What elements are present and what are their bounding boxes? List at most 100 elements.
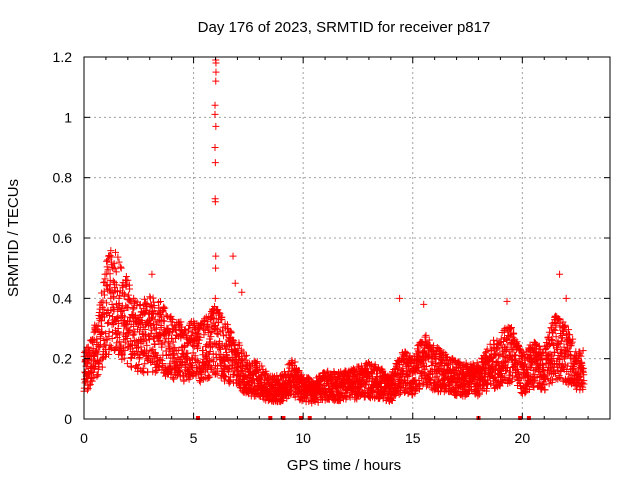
data-point	[525, 386, 533, 394]
data-point	[212, 77, 220, 85]
data-point	[103, 299, 111, 307]
data-point	[507, 368, 515, 376]
data-point	[295, 367, 303, 375]
data-point	[103, 336, 111, 344]
data-point	[103, 257, 111, 265]
data-point	[453, 392, 461, 400]
data-point	[362, 381, 370, 389]
x-tick-label: 10	[295, 430, 311, 446]
data-point	[178, 323, 186, 331]
data-point	[193, 356, 201, 364]
data-point	[253, 358, 261, 366]
data-point	[106, 341, 114, 349]
data-point	[512, 351, 520, 359]
data-point	[111, 345, 119, 353]
data-point	[430, 342, 438, 350]
chart-title: Day 176 of 2023, SRMTID for receiver p81…	[198, 19, 491, 36]
data-point	[428, 362, 436, 370]
data-point	[567, 340, 575, 348]
data-point	[512, 359, 520, 367]
x-tick-label: 5	[190, 430, 198, 446]
data-point	[569, 335, 577, 343]
data-point	[196, 333, 204, 341]
data-point	[262, 367, 270, 375]
y-tick-label: 0	[64, 411, 72, 427]
data-point	[151, 350, 159, 358]
data-point	[522, 388, 530, 396]
data-point	[549, 376, 557, 384]
data-point	[108, 321, 116, 329]
data-point	[545, 380, 553, 388]
data-point	[491, 365, 499, 373]
data-point	[554, 375, 562, 383]
data-point	[494, 352, 502, 360]
data-point	[212, 122, 220, 130]
data-point	[104, 256, 112, 264]
data-point	[509, 364, 517, 372]
data-point	[494, 358, 502, 366]
data-point	[482, 349, 490, 357]
data-point	[291, 393, 299, 401]
data-point	[112, 344, 120, 352]
data-point	[556, 355, 564, 363]
data-point	[493, 346, 501, 354]
data-point	[211, 198, 219, 206]
data-point	[115, 258, 123, 266]
data-point	[112, 281, 120, 289]
data-point	[423, 363, 431, 371]
data-point	[541, 386, 549, 394]
data-point	[114, 253, 122, 261]
data-point	[413, 381, 421, 389]
data-point	[136, 301, 144, 309]
data-point	[516, 345, 524, 353]
data-point	[217, 360, 225, 368]
data-point	[122, 321, 130, 329]
data-point	[579, 385, 587, 393]
data-point	[291, 358, 299, 366]
y-tick-label: 0.4	[53, 290, 73, 306]
data-point	[302, 394, 310, 402]
data-point	[160, 317, 168, 325]
data-point	[110, 260, 118, 268]
data-point	[115, 331, 123, 339]
data-point	[538, 349, 546, 357]
y-tick-label: 0.8	[53, 170, 73, 186]
data-point	[373, 373, 381, 381]
data-point	[562, 294, 570, 302]
data-point	[420, 300, 428, 308]
data-point	[252, 359, 260, 367]
data-point	[147, 359, 155, 367]
data-point	[445, 361, 453, 369]
data-point	[104, 319, 112, 327]
data-point	[160, 303, 168, 311]
data-point	[206, 373, 214, 381]
data-point	[580, 377, 588, 385]
data-point	[292, 374, 300, 382]
data-point	[99, 297, 107, 305]
data-point	[399, 364, 407, 372]
data-point	[561, 321, 569, 329]
data-point	[211, 144, 219, 151]
data-point	[117, 264, 125, 272]
data-point	[169, 345, 177, 353]
data-point	[193, 341, 201, 349]
data-point	[396, 382, 404, 390]
data-point	[111, 248, 119, 256]
data-point	[147, 330, 155, 338]
data-point	[122, 272, 130, 280]
data-point	[211, 159, 219, 167]
data-point	[84, 386, 92, 394]
data-point	[161, 304, 169, 312]
data-point	[200, 331, 208, 339]
data-point	[199, 375, 207, 383]
data-point	[107, 343, 115, 351]
data-point	[534, 350, 542, 358]
data-point	[146, 346, 154, 354]
data-point	[129, 305, 137, 313]
data-point	[479, 381, 487, 389]
zero-point	[281, 416, 286, 420]
y-tick-labels: 0 0.2 0.4 0.6 0.8 1 1.2	[53, 49, 73, 427]
data-point	[274, 375, 282, 383]
data-point	[106, 270, 114, 278]
